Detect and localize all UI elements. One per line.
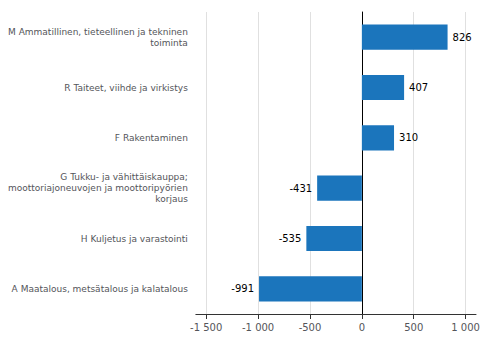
svg-text:-500: -500: [299, 322, 322, 333]
svg-text:500: 500: [404, 322, 423, 333]
svg-text:826: 826: [453, 32, 472, 43]
svg-text:A Maatalous, metsätalous ja ka: A Maatalous, metsätalous ja kalatalous: [12, 284, 189, 294]
svg-text:moottoriajoneuvojen ja moottor: moottoriajoneuvojen ja moottoripyörien: [8, 183, 188, 193]
svg-text:R Taiteet, viihde ja virkistys: R Taiteet, viihde ja virkistys: [64, 83, 188, 93]
svg-text:F Rakentaminen: F Rakentaminen: [115, 133, 188, 143]
svg-text:-1 500: -1 500: [190, 322, 222, 333]
svg-text:-991: -991: [231, 283, 254, 294]
svg-text:-535: -535: [279, 233, 302, 244]
svg-text:1 000: 1 000: [451, 322, 480, 333]
svg-text:M Ammatillinen, tieteellinen j: M Ammatillinen, tieteellinen ja tekninen: [8, 27, 188, 37]
svg-text:-431: -431: [289, 183, 312, 194]
svg-text:-1 000: -1 000: [242, 322, 274, 333]
svg-text:toiminta: toiminta: [150, 38, 188, 48]
svg-text:310: 310: [399, 132, 418, 143]
svg-text:H Kuljetus ja varastointi: H Kuljetus ja varastointi: [81, 234, 188, 244]
svg-text:G Tukku- ja vähittäiskauppa;: G Tukku- ja vähittäiskauppa;: [60, 172, 188, 182]
svg-text:407: 407: [409, 82, 428, 93]
svg-text:0: 0: [359, 322, 365, 333]
svg-text:korjaus: korjaus: [155, 194, 188, 204]
